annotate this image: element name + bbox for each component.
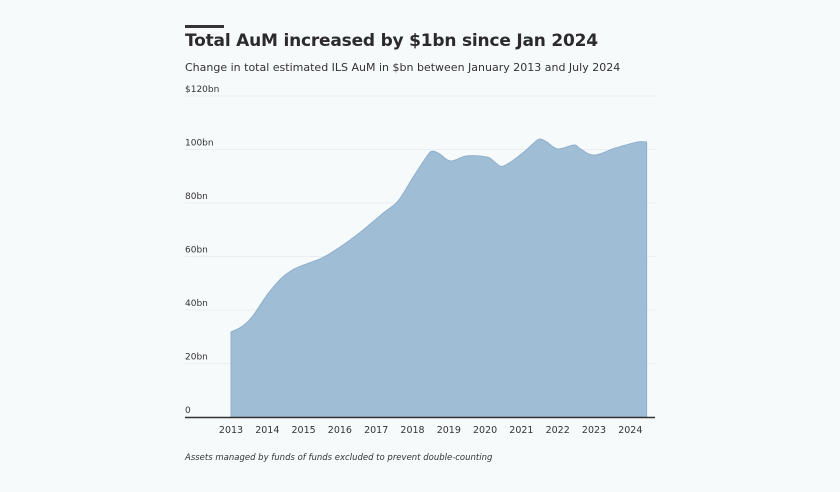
- x-axis-ticks: 2013 2014 2015 2016 2017 2018 2019 2020 2021 2022…: [219, 425, 642, 436]
- y-tick-label: 20bn: [185, 353, 208, 363]
- aum-area: [230, 138, 648, 418]
- x-tick-label: 2019: [437, 425, 461, 436]
- x-tick-label: 2014: [255, 425, 279, 436]
- y-tick-label: 100bn: [185, 139, 214, 149]
- y-tick-label: 40bn: [185, 299, 208, 309]
- y-tick-label: 80bn: [185, 192, 208, 202]
- x-tick-label: 2023: [582, 425, 606, 436]
- y-tick-label: 60bn: [185, 246, 208, 256]
- y-tick-label: $120bn: [185, 85, 219, 95]
- x-tick-label: 2013: [219, 425, 243, 436]
- y-tick-label: 0: [185, 406, 191, 416]
- area-layer: [230, 138, 648, 418]
- x-tick-label: 2024: [618, 425, 642, 436]
- y-axis-ticks: 0 20bn 40bn 60bn 80bn 100bn $120bn: [185, 85, 219, 416]
- x-tick-label: 2015: [292, 425, 316, 436]
- x-tick-label: 2021: [509, 425, 533, 436]
- x-tick-label: 2016: [328, 425, 352, 436]
- footnote: Assets managed by funds of funds exclude…: [185, 453, 493, 463]
- x-tick-label: 2018: [400, 425, 424, 436]
- title-accent-bar: [185, 25, 224, 28]
- x-tick-label: 2022: [546, 425, 570, 436]
- chart-subtitle: Change in total estimated ILS AuM in $bn…: [185, 61, 621, 74]
- chart-title: Total AuM increased by $1bn since Jan 20…: [185, 31, 598, 51]
- x-tick-label: 2020: [473, 425, 497, 436]
- x-tick-label: 2017: [364, 425, 388, 436]
